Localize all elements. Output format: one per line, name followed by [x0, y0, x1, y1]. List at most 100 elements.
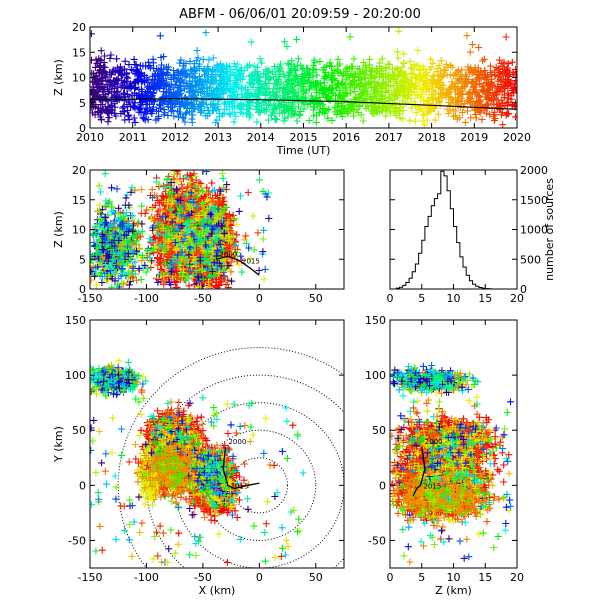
lightning-source-marker: [123, 83, 131, 109]
lightning-source-marker: [417, 438, 482, 482]
lightning-source-marker: [106, 236, 220, 259]
y-tick-label: 0: [79, 479, 86, 492]
lightning-source-marker: [215, 70, 224, 120]
lightning-source-marker: [268, 68, 277, 119]
x-tick-label: 5: [418, 571, 425, 584]
lightning-source-marker: [98, 179, 175, 214]
lightning-source-marker: [104, 88, 113, 105]
lightning-source-marker: [102, 237, 156, 269]
lightning-source-marker: [405, 57, 414, 124]
lightning-source-marker: [115, 237, 123, 244]
lightning-source-marker: [301, 70, 310, 102]
panel-z-y: 2000 2015 0 5 10 15 20 -50 0 50 100 150 Z (km): [365, 314, 524, 597]
lightning-source-marker: [116, 68, 124, 101]
lightning-source-marker: [324, 62, 333, 113]
lightning-source-marker: [92, 221, 201, 269]
y-tick-label: 10: [72, 224, 86, 237]
lightning-source-marker: [409, 373, 417, 446]
lightning-source-marker: [102, 219, 175, 276]
lightning-source-marker: [439, 492, 447, 500]
y-tick-label: 5: [79, 97, 86, 110]
lightning-source-marker: [115, 379, 122, 387]
lightning-source-marker: [109, 66, 117, 101]
lightning-source-marker: [163, 176, 171, 184]
lightning-source-marker: [320, 64, 329, 117]
lightning-source-marker: [103, 219, 124, 266]
x-tick-label: -100: [134, 571, 159, 584]
lightning-source-marker: [302, 64, 311, 94]
storm-track-line: [216, 255, 260, 276]
lightning-source-marker: [331, 75, 339, 116]
lightning-source-marker: [420, 381, 428, 389]
lightning-source-marker: [194, 477, 219, 489]
lightning-source-marker: [239, 67, 248, 117]
lightning-source-marker: [128, 376, 182, 453]
lightning-source-marker: [101, 365, 112, 390]
lightning-source-marker: [395, 383, 445, 394]
lightning-source-marker: [107, 68, 117, 116]
lightning-source-marker: [116, 384, 123, 392]
track-annotation: 2015: [242, 257, 260, 265]
y-tick-label: 0: [520, 283, 527, 296]
lightning-source-marker: [404, 380, 507, 452]
lightning-source-marker: [434, 372, 511, 498]
plot-area: 2000 2015: [90, 170, 273, 289]
x-tick-label: 2016: [332, 131, 360, 144]
y-tick-label: 20: [72, 164, 86, 177]
lightning-source-marker: [406, 433, 510, 527]
lightning-source-marker: [485, 62, 495, 118]
lightning-source-marker: [204, 56, 213, 114]
track-annotation: 2000: [425, 438, 443, 446]
lightning-source-marker: [194, 273, 202, 281]
lightning-source-marker: [423, 376, 431, 384]
lightning-source-marker: [235, 67, 243, 111]
y-tick-label: 20: [72, 21, 86, 34]
lightning-source-marker: [100, 377, 108, 385]
x-tick-label: 20: [510, 571, 524, 584]
lightning-source-marker: [103, 248, 111, 258]
lightning-source-marker: [296, 61, 305, 118]
lightning-source-marker: [444, 375, 464, 460]
lightning-source-marker: [98, 229, 122, 268]
x-tick-label: -50: [194, 571, 212, 584]
x-tick-label: 2015: [290, 131, 318, 144]
storm-track-line: [222, 446, 260, 490]
lightning-source-marker: [102, 242, 225, 270]
range-ring: [145, 374, 344, 568]
lightning-source-marker: [124, 217, 137, 248]
lightning-source-marker: [115, 248, 139, 266]
lightning-source-marker: [429, 461, 437, 469]
plot-frame: [89, 319, 345, 569]
lightning-source-marker: [410, 380, 417, 388]
panel-x-z: 2000 2015 -150 -100 -50 0 50 0 5 10 15 20 Z (km): [52, 164, 345, 305]
lightning-source-marker: [425, 379, 448, 459]
track-annotation: 2000: [219, 250, 237, 258]
x-tick-label: 0: [256, 292, 263, 305]
y-axis-label: Z (km): [52, 59, 65, 96]
lightning-source-marker: [125, 368, 133, 376]
lightning-source-marker: [163, 65, 172, 119]
lightning-source-marker: [125, 196, 214, 225]
lightning-source-marker: [191, 447, 231, 540]
lightning-source-marker: [96, 66, 104, 102]
lightning-source-marker: [335, 60, 344, 115]
lightning-source-marker: [101, 63, 110, 114]
lightning-source-marker: [127, 80, 135, 111]
histogram-step-line: [390, 170, 517, 290]
lightning-source-marker: [125, 379, 133, 387]
lightning-source-marker: [474, 44, 484, 115]
lightning-source-marker: [297, 65, 307, 106]
lightning-source-marker: [285, 61, 294, 115]
lightning-source-marker: [146, 62, 155, 114]
x-tick-label: 50: [309, 571, 323, 584]
lightning-source-marker: [109, 175, 227, 263]
lightning-source-marker: [270, 63, 280, 124]
y-tick-label: 150: [65, 314, 86, 327]
lightning-source-marker: [174, 68, 183, 121]
lightning-source-marker: [448, 375, 463, 387]
lightning-source-marker: [101, 214, 112, 265]
lightning-source-marker: [124, 376, 252, 513]
lightning-source-marker: [396, 430, 510, 511]
lightning-source-marker: [99, 246, 107, 254]
lightning-source-marker: [212, 423, 244, 496]
